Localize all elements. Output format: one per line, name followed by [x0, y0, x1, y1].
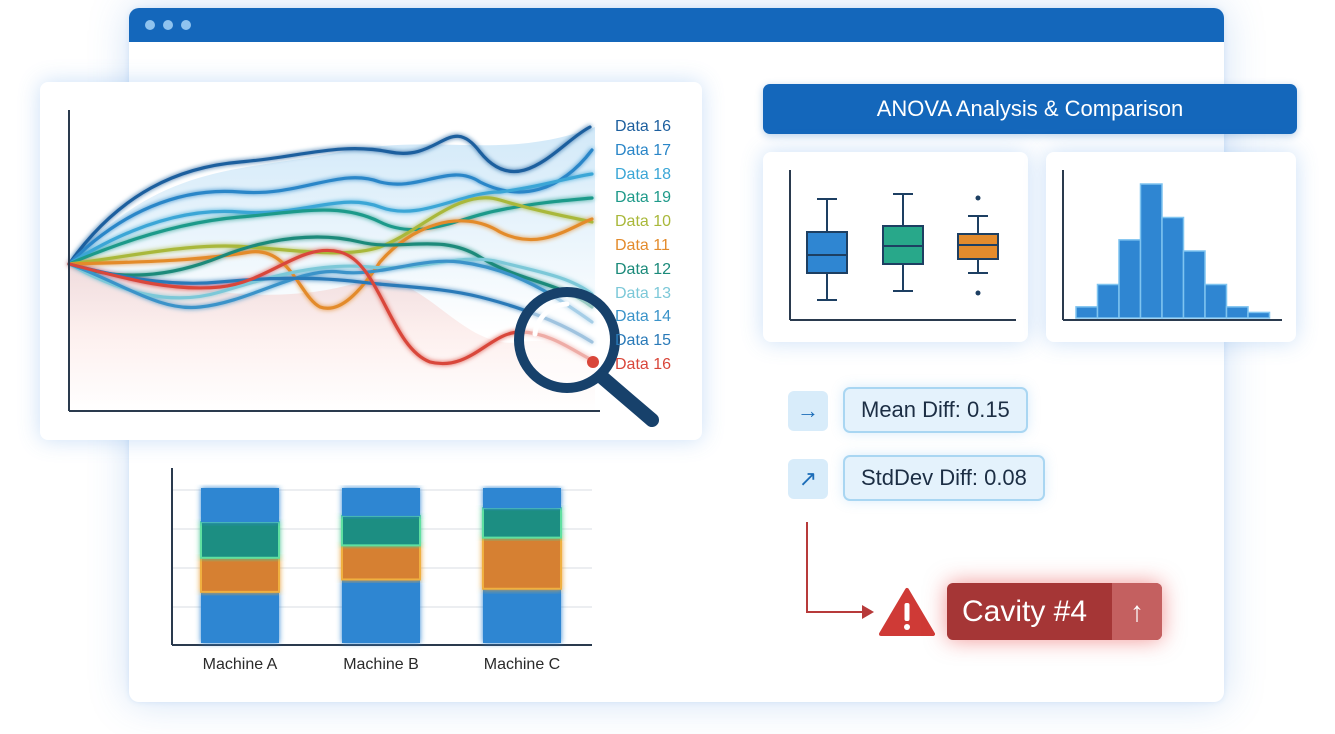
histogram-card	[1046, 152, 1296, 342]
anova-title: ANOVA Analysis & Comparison	[876, 96, 1184, 121]
line-chart	[67, 110, 659, 427]
line-chart-card: Data 16 Data 17 Data 18 Data 19 Data 10 Data …	[40, 82, 702, 440]
bar-segment-base	[483, 588, 561, 643]
chart-legend: Data 16 Data 17 Data 18 Data 19 Data 10 Data …	[615, 115, 700, 377]
histogram-bar	[1139, 183, 1163, 319]
legend-item[interactable]: Data 14	[615, 308, 672, 326]
histogram-bar	[1075, 306, 1099, 319]
warning-icon	[879, 588, 935, 636]
magnifying-glass-icon[interactable]	[514, 287, 659, 427]
cavity-arrow-glyph: ↑	[1130, 595, 1144, 627]
bar-segment-top	[483, 488, 561, 509]
mean-diff-label: Mean Diff: 0.15	[861, 397, 1010, 422]
mean-diff-pill[interactable]: Mean Diff: 0.15	[843, 387, 1028, 433]
boxplot-green	[882, 193, 924, 292]
series-line-data-11	[67, 217, 594, 310]
arrow-right-icon: →	[788, 391, 828, 431]
bar-segment-green	[341, 514, 421, 547]
histogram-bar	[1161, 216, 1185, 319]
bar-segment-orange	[482, 536, 562, 590]
histogram-chart	[1062, 170, 1282, 321]
boxplot-orange	[957, 195, 999, 296]
histogram-bar	[1118, 239, 1142, 319]
window-titlebar	[129, 8, 1224, 42]
bar-segment-base	[201, 591, 279, 643]
legend-item[interactable]: Data 13	[615, 284, 672, 302]
histogram-bar	[1096, 283, 1120, 319]
legend-item[interactable]: Data 11	[615, 236, 670, 254]
boxplot-chart	[789, 170, 1016, 321]
series-line-data-10	[67, 196, 594, 266]
histogram-bar	[1247, 311, 1271, 319]
bar-segment-green	[482, 507, 562, 539]
legend-item[interactable]: Data 12	[615, 260, 672, 278]
stacked-bar-chart: Machine A Machine B Machine C	[171, 468, 592, 673]
bar-category-label: Machine A	[203, 656, 278, 673]
legend-item[interactable]: Data 18	[615, 165, 672, 183]
bar-segment-base	[342, 579, 420, 643]
histogram-bar	[1204, 283, 1228, 319]
cavity-label: Cavity #4	[962, 594, 1088, 628]
legend-item[interactable]: Data 10	[615, 213, 672, 231]
legend-item[interactable]: Data 16	[615, 118, 672, 135]
histogram-bar	[1182, 250, 1206, 319]
series-line-data-18	[67, 172, 594, 266]
chart-area-glow	[69, 264, 595, 412]
window-dot[interactable]	[163, 20, 173, 30]
stddev-diff-label: StdDev Diff: 0.08	[861, 465, 1027, 490]
arrow-up-right-icon: ↗	[788, 459, 828, 499]
stddev-arrow-glyph: ↗	[798, 466, 818, 491]
boxplot-blue	[806, 198, 848, 301]
arrow-up-icon: ↑	[1112, 583, 1162, 640]
bar-segment-orange	[341, 544, 421, 581]
legend-item[interactable]: Data 16	[615, 355, 672, 373]
histogram-bar	[1225, 306, 1249, 319]
anova-title-banner: ANOVA Analysis & Comparison	[763, 84, 1297, 134]
mean-arrow-glyph: →	[797, 398, 819, 423]
window-dot[interactable]	[145, 20, 155, 30]
bar-segment-orange	[200, 556, 280, 593]
chart-area-glow	[69, 127, 595, 332]
connector-arrow	[806, 522, 874, 619]
window-dot[interactable]	[181, 20, 191, 30]
stddev-diff-pill[interactable]: StdDev Diff: 0.08	[843, 455, 1045, 501]
cavity-alert-badge[interactable]: Cavity #4 ↑	[947, 583, 1162, 640]
legend-item[interactable]: Data 17	[615, 141, 672, 159]
bar-segment-green	[200, 521, 280, 559]
bar-category-label: Machine C	[484, 656, 560, 673]
bar-segment-top	[342, 488, 420, 516]
series-line-data-19	[67, 196, 594, 266]
series-line-data-16	[67, 125, 592, 266]
series-line-data-13	[67, 257, 594, 300]
bar-segment-top	[201, 488, 279, 523]
legend-item[interactable]: Data 15	[615, 332, 672, 350]
series-line-data-12	[67, 235, 594, 309]
stacked-bar-chart-panel: Machine A Machine B Machine C	[165, 460, 605, 680]
bar-category-label: Machine B	[343, 656, 419, 673]
legend-item[interactable]: Data 19	[615, 189, 672, 207]
series-line-data-15	[67, 262, 594, 344]
boxplot-card	[763, 152, 1028, 342]
